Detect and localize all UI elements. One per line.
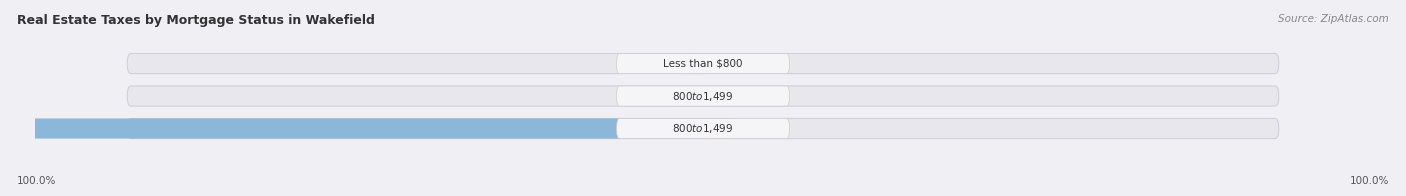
FancyBboxPatch shape <box>617 86 789 106</box>
FancyBboxPatch shape <box>673 86 703 106</box>
Text: $800 to $1,499: $800 to $1,499 <box>672 90 734 103</box>
FancyBboxPatch shape <box>0 118 703 139</box>
Text: 2.6%: 2.6% <box>637 91 664 101</box>
FancyBboxPatch shape <box>703 86 716 106</box>
FancyBboxPatch shape <box>617 54 789 74</box>
Text: Real Estate Taxes by Mortgage Status in Wakefield: Real Estate Taxes by Mortgage Status in … <box>17 14 375 27</box>
FancyBboxPatch shape <box>703 118 737 139</box>
Text: Less than $800: Less than $800 <box>664 59 742 69</box>
Text: 0.0%: 0.0% <box>713 59 738 69</box>
Text: 2.9%: 2.9% <box>745 123 772 133</box>
Text: $800 to $1,499: $800 to $1,499 <box>672 122 734 135</box>
Text: 100.0%: 100.0% <box>1350 176 1389 186</box>
Text: 1.5%: 1.5% <box>650 59 676 69</box>
FancyBboxPatch shape <box>128 86 1278 106</box>
FancyBboxPatch shape <box>617 118 789 139</box>
FancyBboxPatch shape <box>686 54 703 74</box>
FancyBboxPatch shape <box>128 118 1278 139</box>
Text: Source: ZipAtlas.com: Source: ZipAtlas.com <box>1278 14 1389 24</box>
Text: 100.0%: 100.0% <box>17 176 56 186</box>
FancyBboxPatch shape <box>128 54 1278 74</box>
Text: 1.1%: 1.1% <box>725 91 751 101</box>
